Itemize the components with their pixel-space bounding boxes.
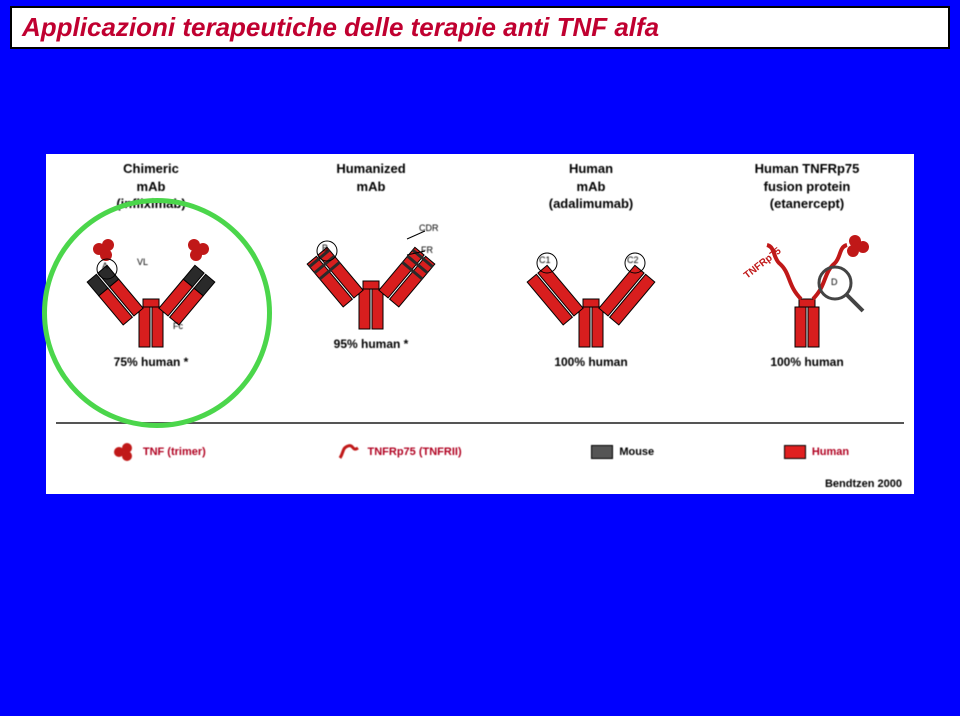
column-etanercept: Human TNFRp75 fusion protein (etanercept… [702, 160, 912, 369]
col2-header: Humanized mAb [266, 160, 476, 195]
col4-percent: 100% human [702, 355, 912, 369]
legend-mouse: Mouse [591, 445, 654, 459]
col4-h1: Human TNFRp75 [755, 161, 860, 176]
col4-header: Human TNFRp75 fusion protein (etanercept… [702, 160, 912, 213]
col1-header: Chimeric mAb (infliximab) [46, 160, 256, 213]
col1-h3: (infliximab) [116, 196, 185, 211]
col1-percent: 75% human * [46, 355, 256, 369]
vl-label: VL [137, 257, 148, 267]
legend-row: TNF (trimer) TNFRp75 (TNFRII) Mouse Huma… [46, 432, 914, 472]
panel-letter-d: D [831, 277, 838, 287]
tnf-cluster-icon [93, 239, 114, 261]
panel-letter-c1: C1 [539, 255, 551, 265]
slide-title: Applicazioni terapeutiche delle terapie … [10, 6, 950, 49]
etanercept-svg: TNFRp75 [737, 229, 877, 369]
antibody-human: C1 C2 [521, 229, 661, 369]
col3-header: Human mAb (adalimumab) [486, 160, 696, 213]
figure-panel: Chimeric mAb (infliximab) [46, 154, 914, 494]
column-human: Human mAb (adalimumab) C1 C [486, 160, 696, 369]
legend-tnfrp75: TNFRp75 (TNFRII) [336, 442, 462, 462]
title-text: Applicazioni terapeutiche delle terapie … [22, 12, 659, 42]
fc-label: Fc [173, 321, 183, 331]
panel-letter-c2: C2 [627, 255, 639, 265]
col2-h2: mAb [357, 179, 386, 194]
mouse-swatch [591, 445, 613, 459]
col1-h1: Chimeric [123, 161, 179, 176]
legend-mouse-label: Mouse [619, 446, 654, 458]
panel-letter-b: B [322, 243, 328, 253]
fusion-protein-etanercept: TNFRp75 D [737, 229, 877, 369]
tnf-trimer-icon [111, 442, 137, 462]
figure-divider [56, 422, 904, 424]
col1-h2: mAb [137, 179, 166, 194]
legend-human: Human [784, 445, 849, 459]
legend-human-label: Human [812, 446, 849, 458]
panel-letter-a: A [102, 261, 108, 271]
tnfrp75-icon [336, 442, 362, 462]
column-humanized: Humanized mAb [266, 160, 476, 351]
col4-h2: fusion protein [764, 179, 851, 194]
antibody-chimeric-svg [81, 229, 221, 369]
antibody-chimeric: A VL Fc [81, 229, 221, 369]
legend-tnf-label: TNF (trimer) [143, 446, 206, 458]
antibody-human-svg [521, 229, 661, 369]
col3-h1: Human [569, 161, 613, 176]
figure-credit: Bendtzen 2000 [825, 478, 902, 490]
legend-tnf-trimer: TNF (trimer) [111, 442, 206, 462]
col4-h3: (etanercept) [770, 196, 844, 211]
col3-percent: 100% human [486, 355, 696, 369]
cdr-label: CDR [419, 223, 439, 233]
col3-h2: mAb [577, 179, 606, 194]
col3-h3: (adalimumab) [549, 196, 634, 211]
col2-h1: Humanized [336, 161, 405, 176]
col2-percent: 95% human * [266, 337, 476, 351]
legend-tnfrp75-label: TNFRp75 (TNFRII) [368, 446, 462, 458]
column-chimeric: Chimeric mAb (infliximab) [46, 160, 256, 369]
fr-label: FR [421, 245, 433, 255]
human-swatch [784, 445, 806, 459]
antibody-humanized: B CDR FR [301, 211, 441, 351]
